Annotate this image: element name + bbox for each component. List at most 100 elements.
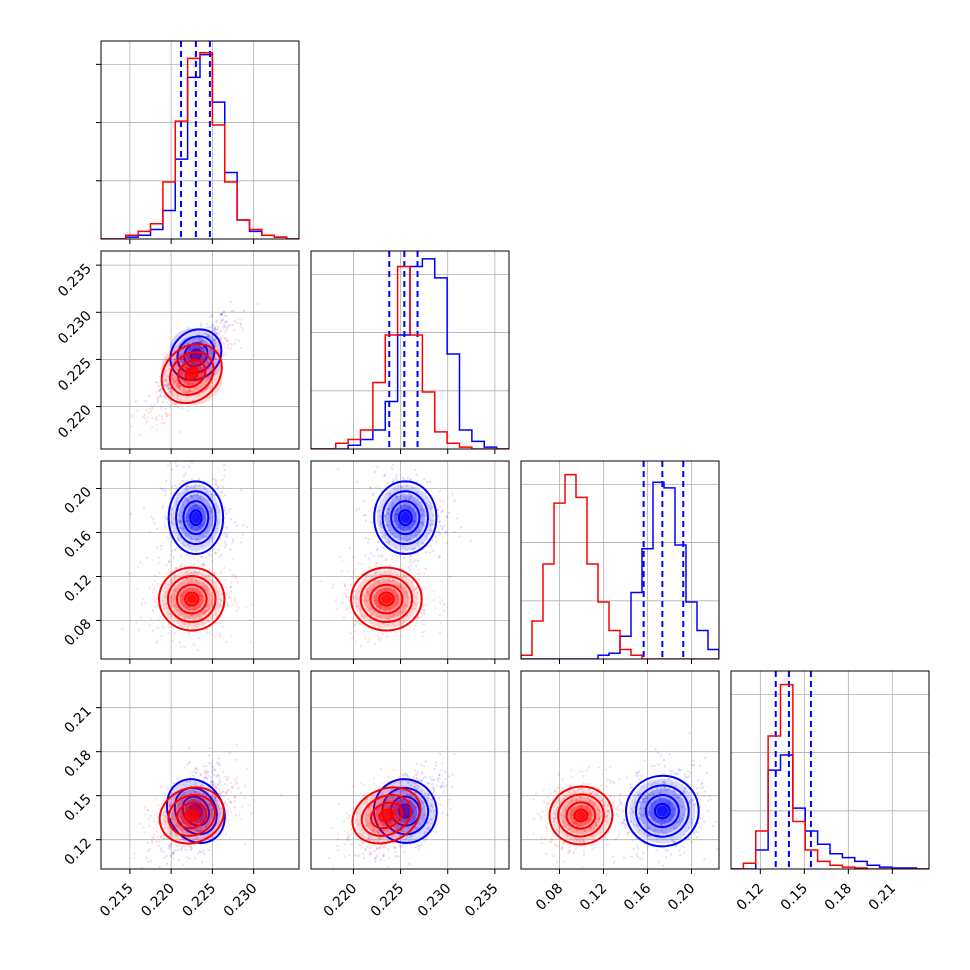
scatter-point xyxy=(430,798,433,801)
scatter-point xyxy=(162,604,165,607)
scatter-point xyxy=(210,506,213,509)
scatter-point xyxy=(214,363,218,366)
scatter-point xyxy=(357,824,360,827)
scatter-point xyxy=(181,503,185,507)
scatter-point xyxy=(432,787,436,790)
scatter-point xyxy=(402,813,405,817)
scatter-point xyxy=(644,796,648,800)
scatter-point xyxy=(167,560,171,563)
scatter-point xyxy=(175,368,179,372)
scatter-point xyxy=(375,847,379,850)
scatter-point xyxy=(248,618,252,621)
scatter-point xyxy=(413,588,417,591)
scatter-point xyxy=(420,504,423,508)
scatter-point xyxy=(393,624,397,627)
scatter-point xyxy=(366,594,370,598)
scatter-point xyxy=(181,358,184,361)
scatter-point xyxy=(205,793,208,797)
scatter-point xyxy=(184,497,187,501)
scatter-point xyxy=(420,817,424,820)
scatter-point xyxy=(169,596,173,600)
scatter-point xyxy=(159,849,162,852)
scatter-point xyxy=(427,504,430,507)
scatter-point xyxy=(402,525,405,529)
scatter-point xyxy=(397,526,401,530)
scatter-point xyxy=(408,617,411,620)
scatter-point xyxy=(351,575,354,579)
scatter-point xyxy=(194,823,197,827)
scatter-point xyxy=(198,366,201,370)
scatter-point xyxy=(652,830,656,833)
scatter-point xyxy=(699,786,702,790)
scatter-point xyxy=(151,417,154,420)
scatter-point xyxy=(205,358,209,361)
scatter-point xyxy=(197,636,201,640)
scatter-point xyxy=(210,523,213,526)
scatter-point xyxy=(376,510,379,513)
scatter-point xyxy=(402,805,406,808)
scatter-point xyxy=(179,645,183,648)
scatter-point xyxy=(398,844,401,847)
scatter-point xyxy=(430,817,433,821)
scatter-point xyxy=(408,492,411,496)
scatter-point xyxy=(421,801,424,804)
scatter-point xyxy=(370,588,373,591)
scatter-point xyxy=(389,616,392,619)
scatter-point xyxy=(202,799,206,802)
scatter-point xyxy=(350,583,353,587)
scatter-point xyxy=(319,580,322,583)
scatter-point xyxy=(640,801,643,805)
scatter-point xyxy=(214,339,217,342)
scatter-point xyxy=(217,831,221,835)
scatter-point xyxy=(643,797,647,801)
scatter-point xyxy=(402,546,405,549)
scatter-point xyxy=(214,357,217,360)
scatter-point xyxy=(639,807,643,810)
scatter-point xyxy=(211,329,214,332)
scatter-point xyxy=(230,800,233,804)
scatter-point xyxy=(422,509,426,512)
scatter-point xyxy=(410,794,413,797)
scatter-point xyxy=(387,578,390,581)
density-contour xyxy=(351,786,422,845)
scatter-point xyxy=(148,587,152,590)
scatter-point xyxy=(431,539,434,542)
scatter-point xyxy=(392,519,396,523)
scatter-point xyxy=(246,767,249,770)
scatter-point xyxy=(174,828,178,831)
scatter-point xyxy=(205,777,209,781)
scatter-point xyxy=(438,631,442,635)
scatter-point xyxy=(664,856,668,859)
scatter-point xyxy=(389,820,392,824)
scatter-point xyxy=(167,536,170,540)
scatter-point xyxy=(184,383,187,386)
scatter-point xyxy=(190,614,194,617)
scatter-point xyxy=(440,599,444,602)
scatter-point xyxy=(414,511,418,514)
scatter-point xyxy=(636,793,640,796)
scatter-point xyxy=(658,791,662,795)
scatter-point xyxy=(222,326,225,330)
scatter-point xyxy=(177,538,181,541)
scatter-point xyxy=(169,804,172,807)
scatter-point xyxy=(191,586,194,589)
scatter-point xyxy=(218,343,221,347)
scatter-point xyxy=(407,527,410,530)
scatter-point xyxy=(195,549,198,553)
scatter-point xyxy=(412,804,416,808)
scatter-point xyxy=(207,802,211,806)
scatter-point xyxy=(189,486,192,489)
scatter-point xyxy=(413,786,416,789)
scatter-point xyxy=(369,846,372,850)
scatter-point xyxy=(183,391,186,394)
scatter-point xyxy=(227,776,230,779)
density-fill xyxy=(186,368,198,379)
scatter-point xyxy=(654,800,657,803)
scatter-point xyxy=(208,608,211,611)
scatter-point xyxy=(445,531,448,534)
scatter-point xyxy=(358,622,361,626)
scatter-point xyxy=(396,615,399,618)
scatter-point xyxy=(214,372,218,376)
scatter-point xyxy=(200,812,204,816)
scatter-point xyxy=(425,495,429,499)
